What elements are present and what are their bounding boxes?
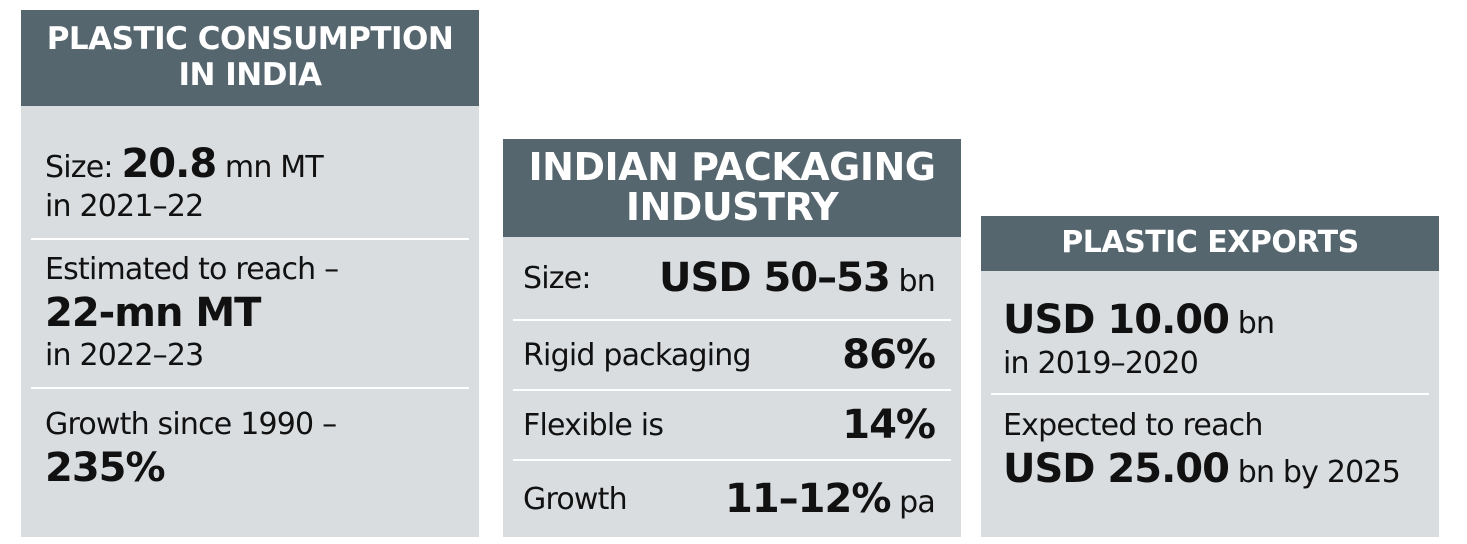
card-title-line1: INDIAN PACKAGING [528, 145, 936, 190]
stat-label: Flexible is [523, 407, 664, 443]
plastic-exports-card: PLASTIC EXPORTS USD 10.00 bn in 2019–202… [981, 216, 1439, 537]
stat-unit: pa [899, 485, 936, 520]
size-section: Size: 20.8 mn MT in 2021–22 [21, 106, 479, 238]
packaging-industry-card: INDIAN PACKAGING INDUSTRY Size: USD 50–5… [503, 139, 961, 537]
size-label: Size: [45, 150, 113, 185]
divider [31, 238, 469, 241]
card-title-line1: PLASTIC CONSUMPTION [46, 21, 454, 58]
plastic-consumption-card: PLASTIC CONSUMPTION IN INDIA Size: 20.8 … [21, 10, 479, 537]
growth-section: Growth since 1990 – 235% [21, 389, 479, 493]
divider [513, 319, 951, 321]
estimate-year: in 2022–23 [45, 338, 204, 374]
stat-label: Size: [523, 260, 591, 296]
divider [31, 387, 469, 390]
stat-label: Rigid packaging [523, 337, 752, 373]
size-value: 20.8 [121, 141, 217, 187]
estimate-label: Estimated to reach – [45, 252, 339, 288]
card-title-line2: INDUSTRY [625, 185, 839, 229]
exports-forecast-section: Expected to reach USD 25.00 bn by 2025 [981, 395, 1439, 495]
stat-label: Growth [523, 481, 628, 517]
exports-value: USD 10.00 [1003, 297, 1230, 343]
divider [513, 389, 951, 391]
card-title-line2: IN INDIA [178, 57, 322, 93]
card-header: PLASTIC EXPORTS [981, 216, 1439, 271]
estimate-value: 22-mn MT [45, 289, 261, 336]
stat-row-growth: Growth 11–12% pa [503, 461, 961, 537]
stat-row-rigid: Rigid packaging 86% [503, 321, 961, 389]
card-header: INDIAN PACKAGING INDUSTRY [503, 139, 961, 237]
growth-label: Growth since 1990 – [45, 407, 337, 443]
forecast-label: Expected to reach [1003, 407, 1263, 443]
exports-year: in 2019–2020 [1003, 346, 1199, 381]
stat-row-size: Size: USD 50–53 bn [503, 237, 961, 319]
exports-current-section: USD 10.00 bn in 2019–2020 [981, 271, 1439, 393]
estimate-section: Estimated to reach – 22-mn MT in 2022–23 [21, 240, 479, 387]
size-year: in 2021–22 [45, 189, 204, 225]
divider [991, 392, 1429, 395]
forecast-unit: bn by 2025 [1237, 455, 1401, 490]
stat-unit: bn [898, 264, 936, 299]
size-unit: mn MT [224, 150, 324, 185]
card-title: PLASTIC EXPORTS [1061, 225, 1359, 261]
divider [513, 459, 951, 461]
card-header: PLASTIC CONSUMPTION IN INDIA [21, 10, 479, 106]
growth-value: 235% [45, 444, 166, 491]
forecast-value: USD 25.00 [1003, 446, 1230, 492]
stat-value: USD 50–53 [659, 255, 891, 301]
exports-unit: bn [1237, 306, 1275, 341]
stat-value: 11–12% [725, 476, 891, 522]
stat-value: 14% [842, 402, 936, 448]
stat-value: 86% [842, 332, 936, 378]
stat-row-flexible: Flexible is 14% [503, 391, 961, 459]
